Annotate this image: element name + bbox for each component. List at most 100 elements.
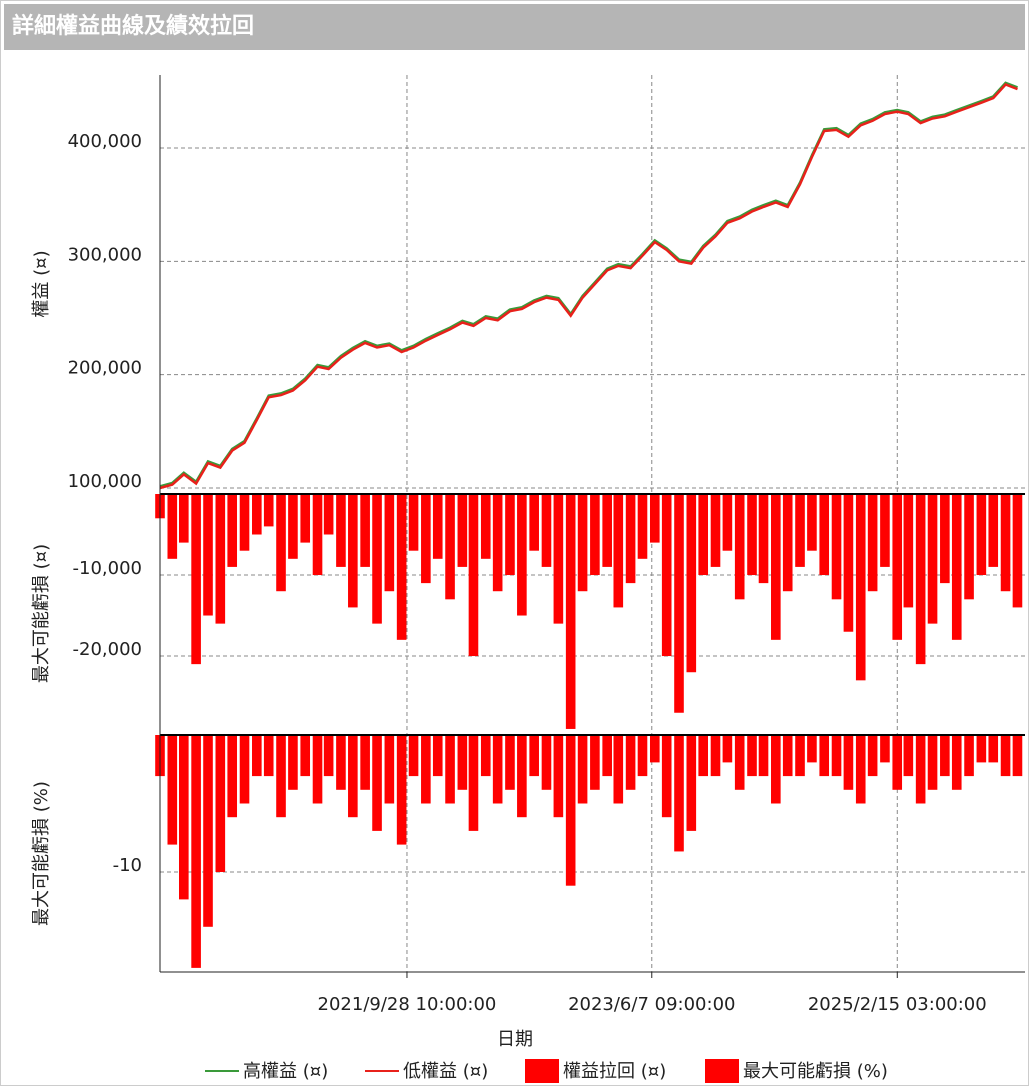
bar [191, 735, 201, 968]
bar [976, 735, 987, 763]
bar [396, 494, 407, 640]
y-tick-label: 200,000 [68, 358, 142, 379]
bar [480, 735, 491, 777]
bar [227, 735, 238, 818]
bar [396, 735, 407, 845]
bar [831, 735, 842, 777]
bar [782, 735, 793, 777]
bar [492, 735, 503, 804]
bar [263, 735, 274, 777]
bar [590, 735, 600, 790]
y-tick-label: -20,000 [73, 639, 142, 660]
bar [771, 735, 781, 804]
bar [880, 735, 890, 763]
bar [577, 494, 588, 592]
bar [940, 735, 950, 777]
bar [276, 735, 286, 818]
bar [710, 494, 721, 567]
bar [408, 735, 419, 777]
bar [1012, 494, 1023, 608]
bar [360, 494, 370, 567]
bar [903, 735, 914, 777]
bar [191, 494, 201, 665]
legend-label: 權益拉回 (¤) [563, 1061, 666, 1082]
bar [903, 494, 914, 608]
bar [288, 735, 298, 790]
bar [372, 494, 382, 624]
bar [541, 494, 552, 567]
bar [734, 494, 745, 600]
bar [867, 494, 878, 592]
x-tick-label: 2025/2/15 03:00:00 [808, 994, 987, 1015]
bar [384, 494, 395, 592]
bar [468, 494, 479, 657]
bar [807, 735, 817, 763]
bar [758, 735, 769, 777]
bar [323, 494, 334, 535]
bar [372, 735, 382, 831]
bar [227, 494, 238, 567]
bar [892, 735, 903, 790]
bar [722, 494, 733, 551]
legend-swatch [525, 1059, 559, 1083]
x-tick-label: 2021/9/28 10:00:00 [318, 994, 497, 1015]
bar [348, 735, 358, 818]
bar [203, 494, 213, 616]
bar [698, 735, 709, 777]
bar [432, 494, 443, 559]
bar [637, 735, 648, 777]
bar [940, 494, 950, 584]
bar [855, 494, 866, 681]
bar [843, 735, 854, 790]
bar [867, 735, 878, 777]
equity-line [159, 83, 1018, 490]
bar [421, 494, 431, 584]
bar [541, 735, 552, 790]
bar [505, 494, 515, 576]
bar [384, 735, 395, 804]
bar [613, 735, 624, 804]
bar [360, 735, 370, 790]
bar [710, 735, 721, 777]
bar [263, 494, 274, 527]
bar [215, 735, 226, 872]
bar [795, 735, 805, 777]
bar [674, 494, 684, 713]
legend-label: 低權益 (¤) [403, 1061, 488, 1082]
bar [686, 494, 697, 673]
bar [565, 735, 576, 886]
y-tick-label: -10,000 [73, 558, 142, 579]
bar [590, 494, 600, 576]
bar [964, 735, 974, 777]
bar [421, 735, 431, 804]
bar [239, 735, 250, 804]
legend-label: 最大可能虧損 (%) [743, 1061, 888, 1082]
bar [661, 735, 672, 818]
bar [529, 735, 539, 777]
bar [517, 494, 527, 616]
y-axis-title: 最大可能虧損 (¤) [31, 544, 52, 683]
bar [445, 735, 455, 804]
bar [649, 494, 660, 543]
bar [927, 735, 938, 790]
bar [795, 494, 805, 567]
bar [167, 735, 178, 845]
bar [288, 494, 298, 559]
bar [312, 735, 323, 804]
bar [734, 735, 745, 790]
bar [336, 494, 346, 567]
bar [988, 735, 999, 763]
bar [336, 735, 346, 790]
bar [1012, 735, 1023, 777]
bar [625, 494, 636, 584]
bar [758, 494, 769, 584]
bar [661, 494, 672, 657]
bar [782, 494, 793, 592]
bar [964, 494, 974, 600]
title: 詳細權益曲線及績效拉回 [12, 13, 254, 39]
bar [505, 735, 515, 790]
bar [179, 494, 189, 543]
bar [927, 494, 938, 624]
bar [951, 735, 962, 790]
bar [553, 494, 564, 624]
